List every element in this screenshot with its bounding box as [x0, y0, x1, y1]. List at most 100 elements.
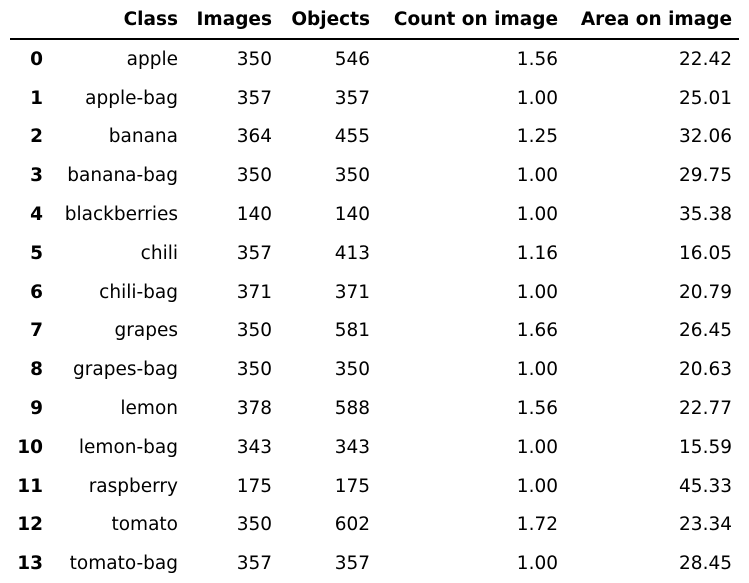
cell-class: lemon [120, 398, 178, 420]
cell-count-on-image: 1.00 [516, 165, 558, 187]
table-row: 5 chili 357 413 1.16 16.05 [10, 234, 739, 273]
cell-images: 350 [236, 48, 272, 70]
table-body: 0 apple 350 546 1.56 22.42 1 apple-bag 357 357 1.0… [10, 39, 739, 583]
cell-images: 357 [236, 87, 272, 109]
cell-index: 7 [30, 320, 43, 342]
cell-class: apple-bag [85, 87, 178, 109]
cell-area-on-image: 25.01 [679, 87, 732, 109]
cell-index: 8 [30, 359, 43, 381]
cell-area-on-image: 32.06 [679, 126, 732, 148]
cell-objects: 350 [334, 359, 370, 381]
cell-objects: 602 [334, 514, 370, 536]
cell-objects: 455 [334, 126, 370, 148]
header-index [10, 0, 50, 40]
cell-area-on-image: 15.59 [679, 436, 732, 458]
table-row: 10 lemon-bag 343 343 1.00 15.59 [10, 428, 739, 467]
table-row: 9 lemon 378 588 1.56 22.77 [10, 389, 739, 428]
header-count-on-image: Count on image [377, 0, 565, 40]
table-row: 0 apple 350 546 1.56 22.42 [10, 39, 739, 79]
cell-count-on-image: 1.00 [516, 475, 558, 497]
cell-area-on-image: 45.33 [679, 475, 732, 497]
cell-images: 371 [236, 281, 272, 303]
cell-count-on-image: 1.00 [516, 281, 558, 303]
table-row: 13 tomato-bag 357 357 1.00 28.45 [10, 544, 739, 583]
table-row: 1 apple-bag 357 357 1.00 25.01 [10, 79, 739, 118]
cell-class: chili-bag [99, 281, 178, 303]
table-row: 12 tomato 350 602 1.72 23.34 [10, 506, 739, 545]
cell-count-on-image: 1.00 [516, 553, 558, 575]
header-row: Class Images Objects Count on image Area… [10, 0, 739, 40]
cell-index: 4 [30, 204, 43, 226]
cell-class: tomato [111, 514, 178, 536]
cell-area-on-image: 20.79 [679, 281, 732, 303]
cell-area-on-image: 23.34 [679, 514, 732, 536]
cell-images: 343 [236, 436, 272, 458]
table-row: 11 raspberry 175 175 1.00 45.33 [10, 467, 739, 506]
table-row: 2 banana 364 455 1.25 32.06 [10, 118, 739, 157]
cell-index: 0 [30, 48, 43, 70]
cell-images: 350 [236, 359, 272, 381]
cell-area-on-image: 20.63 [679, 359, 732, 381]
cell-area-on-image: 35.38 [679, 204, 732, 226]
cell-class: banana [108, 126, 178, 148]
cell-class: chili [140, 242, 178, 264]
cell-count-on-image: 1.56 [516, 398, 558, 420]
cell-count-on-image: 1.25 [516, 126, 558, 148]
cell-objects: 588 [334, 398, 370, 420]
cell-index: 6 [30, 281, 43, 303]
cell-index: 2 [30, 126, 43, 148]
table-row: 7 grapes 350 581 1.66 26.45 [10, 312, 739, 351]
cell-count-on-image: 1.16 [516, 242, 558, 264]
cell-count-on-image: 1.00 [516, 204, 558, 226]
cell-index: 10 [17, 436, 43, 458]
cell-objects: 357 [334, 553, 370, 575]
table-header: Class Images Objects Count on image Area… [10, 0, 739, 40]
cell-images: 364 [236, 126, 272, 148]
cell-count-on-image: 1.00 [516, 359, 558, 381]
cell-images: 175 [236, 475, 272, 497]
header-area-on-image: Area on image [565, 0, 739, 40]
cell-count-on-image: 1.00 [516, 87, 558, 109]
cell-images: 350 [236, 320, 272, 342]
header-images: Images [185, 0, 279, 40]
cell-images: 357 [236, 242, 272, 264]
cell-objects: 140 [334, 204, 370, 226]
cell-images: 378 [236, 398, 272, 420]
cell-class: tomato-bag [69, 553, 178, 575]
header-objects: Objects [279, 0, 377, 40]
cell-area-on-image: 28.45 [679, 553, 732, 575]
cell-images: 350 [236, 514, 272, 536]
cell-objects: 581 [334, 320, 370, 342]
cell-area-on-image: 26.45 [679, 320, 732, 342]
cell-index: 9 [30, 398, 43, 420]
cell-objects: 357 [334, 87, 370, 109]
cell-count-on-image: 1.56 [516, 48, 558, 70]
cell-objects: 343 [334, 436, 370, 458]
cell-class: grapes-bag [73, 359, 178, 381]
cell-index: 12 [17, 514, 43, 536]
cell-class: apple [126, 48, 178, 70]
cell-index: 1 [30, 87, 43, 109]
cell-objects: 413 [334, 242, 370, 264]
cell-images: 140 [236, 204, 272, 226]
cell-count-on-image: 1.72 [516, 514, 558, 536]
cell-index: 11 [17, 475, 43, 497]
class-statistics-table-wrapper: Class Images Objects Count on image Area… [10, 0, 739, 583]
class-statistics-table: Class Images Objects Count on image Area… [10, 0, 739, 583]
cell-objects: 175 [334, 475, 370, 497]
cell-class: raspberry [88, 475, 178, 497]
table-row: 3 banana-bag 350 350 1.00 29.75 [10, 156, 739, 195]
cell-area-on-image: 16.05 [679, 242, 732, 264]
cell-objects: 546 [334, 48, 370, 70]
table-row: 6 chili-bag 371 371 1.00 20.79 [10, 273, 739, 312]
cell-class: grapes [114, 320, 178, 342]
cell-index: 5 [30, 242, 43, 264]
cell-count-on-image: 1.00 [516, 436, 558, 458]
cell-class: lemon-bag [78, 436, 178, 458]
table-row: 8 grapes-bag 350 350 1.00 20.63 [10, 350, 739, 389]
cell-class: blackberries [64, 204, 178, 226]
header-class: Class [50, 0, 185, 40]
cell-area-on-image: 22.42 [679, 48, 732, 70]
cell-area-on-image: 29.75 [679, 165, 732, 187]
cell-count-on-image: 1.66 [516, 320, 558, 342]
